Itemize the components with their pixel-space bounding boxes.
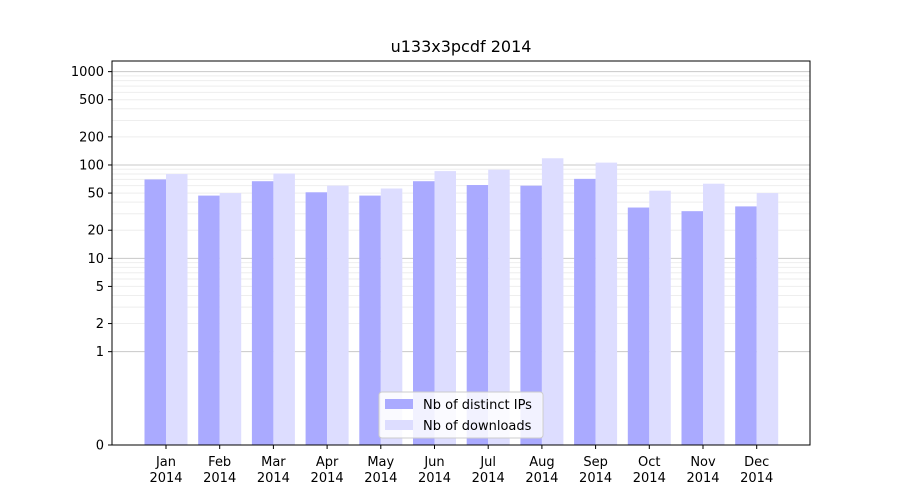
- y-tick-label: 0: [96, 439, 104, 454]
- legend-box: [378, 391, 544, 439]
- x-tick-label: Oct 2014: [633, 455, 666, 486]
- x-tick-label: Feb 2014: [203, 455, 236, 486]
- bar-downloads: [541, 158, 564, 445]
- y-tick-label: 50: [87, 187, 104, 202]
- bar-downloads: [649, 190, 671, 445]
- bar-downloads: [327, 185, 349, 445]
- x-tick-label: Jul 2014: [472, 455, 505, 486]
- y-tick-label: 5: [96, 280, 104, 295]
- x-tick-label: Jun 2014: [418, 455, 451, 486]
- y-tick-label: 500: [79, 93, 104, 108]
- x-tick-label: Sep 2014: [579, 455, 612, 486]
- legend: Nb of distinct IPs Nb of downloads: [378, 391, 544, 439]
- y-tick-label: 1: [96, 345, 104, 360]
- y-tick-label: 100: [79, 158, 104, 173]
- x-tick-label: Dec 2014: [740, 455, 773, 486]
- bar-distinct-ips: [681, 211, 703, 445]
- bar-downloads: [756, 193, 779, 445]
- bar-distinct-ips: [466, 185, 489, 445]
- bar-distinct-ips: [305, 192, 328, 445]
- bar-downloads: [166, 174, 188, 445]
- x-tick-label: May 2014: [364, 455, 397, 486]
- x-tick-label: Nov 2014: [686, 455, 719, 486]
- bar-distinct-ips: [520, 185, 542, 445]
- y-axis: 0 1 2 5 10 20 50 100 200 500 1000: [71, 65, 112, 454]
- bar-downloads: [434, 171, 456, 445]
- bar-downloads: [488, 169, 510, 445]
- bar-distinct-ips: [627, 207, 650, 445]
- bar-distinct-ips: [574, 178, 596, 445]
- x-tick-label: Jan 2014: [149, 455, 182, 486]
- bar-downloads: [219, 193, 242, 445]
- bar-distinct-ips: [198, 195, 220, 445]
- legend-label: Nb of distinct IPs: [423, 398, 532, 413]
- y-tick-label: 2: [96, 317, 104, 332]
- x-tick-label: Apr 2014: [311, 455, 344, 486]
- y-tick-label: 20: [87, 224, 104, 239]
- bar-distinct-ips: [735, 206, 757, 445]
- legend-swatch: [385, 399, 413, 409]
- chart-title: u133x3pcdf 2014: [391, 37, 532, 56]
- y-tick-label: 10: [87, 252, 104, 267]
- x-tick-label: Mar 2014: [257, 455, 290, 486]
- x-tick-label: Aug 2014: [525, 455, 558, 486]
- bars: [144, 158, 779, 446]
- y-tick-label: 1000: [71, 65, 104, 80]
- bar-downloads: [703, 183, 725, 445]
- legend-swatch: [385, 420, 413, 430]
- bar-distinct-ips: [359, 195, 381, 445]
- bar-distinct-ips: [251, 181, 274, 446]
- legend-label: Nb of downloads: [423, 419, 532, 434]
- bar-downloads: [595, 162, 618, 445]
- bar-downloads: [273, 173, 295, 446]
- bar-distinct-ips: [144, 179, 166, 445]
- y-tick-label: 200: [79, 130, 104, 145]
- plot-frame: [111, 60, 811, 446]
- x-axis: Jan 2014 Feb 2014 Mar 2014 Apr 2014 May 2014 Jun 20…: [149, 445, 773, 486]
- bar-downloads: [380, 188, 403, 445]
- bar-distinct-ips: [413, 181, 435, 446]
